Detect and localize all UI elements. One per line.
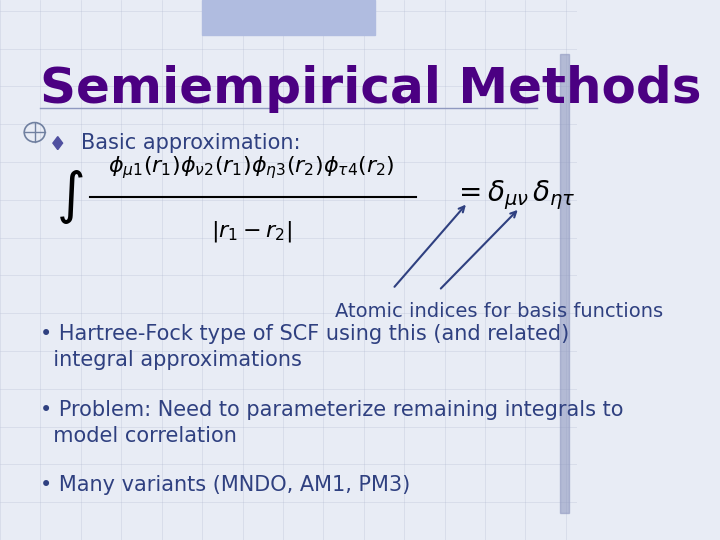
Bar (202, 0, 375, 35)
Text: Semiempirical Methods: Semiempirical Methods (40, 65, 702, 113)
Bar (560, 54, 569, 513)
Text: Basic approximation:: Basic approximation: (81, 133, 300, 153)
Text: $= \delta_{\mu\nu}\,\delta_{\eta\tau}$: $= \delta_{\mu\nu}\,\delta_{\eta\tau}$ (454, 179, 576, 212)
Text: Atomic indices for basis functions: Atomic indices for basis functions (335, 302, 663, 321)
Text: $|\mathit{r}_1 - \mathit{r}_2|$: $|\mathit{r}_1 - \mathit{r}_2|$ (211, 219, 292, 244)
Text: • Many variants (MNDO, AM1, PM3): • Many variants (MNDO, AM1, PM3) (40, 475, 410, 495)
Text: • Problem: Need to parameterize remaining integrals to
  model correlation: • Problem: Need to parameterize remainin… (40, 400, 624, 446)
Polygon shape (53, 137, 63, 150)
Text: $\int$: $\int$ (55, 168, 83, 226)
Text: • Hartree-Fock type of SCF using this (and related)
  integral approximations: • Hartree-Fock type of SCF using this (a… (40, 324, 570, 370)
Text: $\phi_{\mu 1}(\mathit{r}_1)\phi_{\nu 2}(\mathit{r}_1)\phi_{\eta 3}(\mathit{r}_2): $\phi_{\mu 1}(\mathit{r}_1)\phi_{\nu 2}(… (108, 154, 395, 181)
